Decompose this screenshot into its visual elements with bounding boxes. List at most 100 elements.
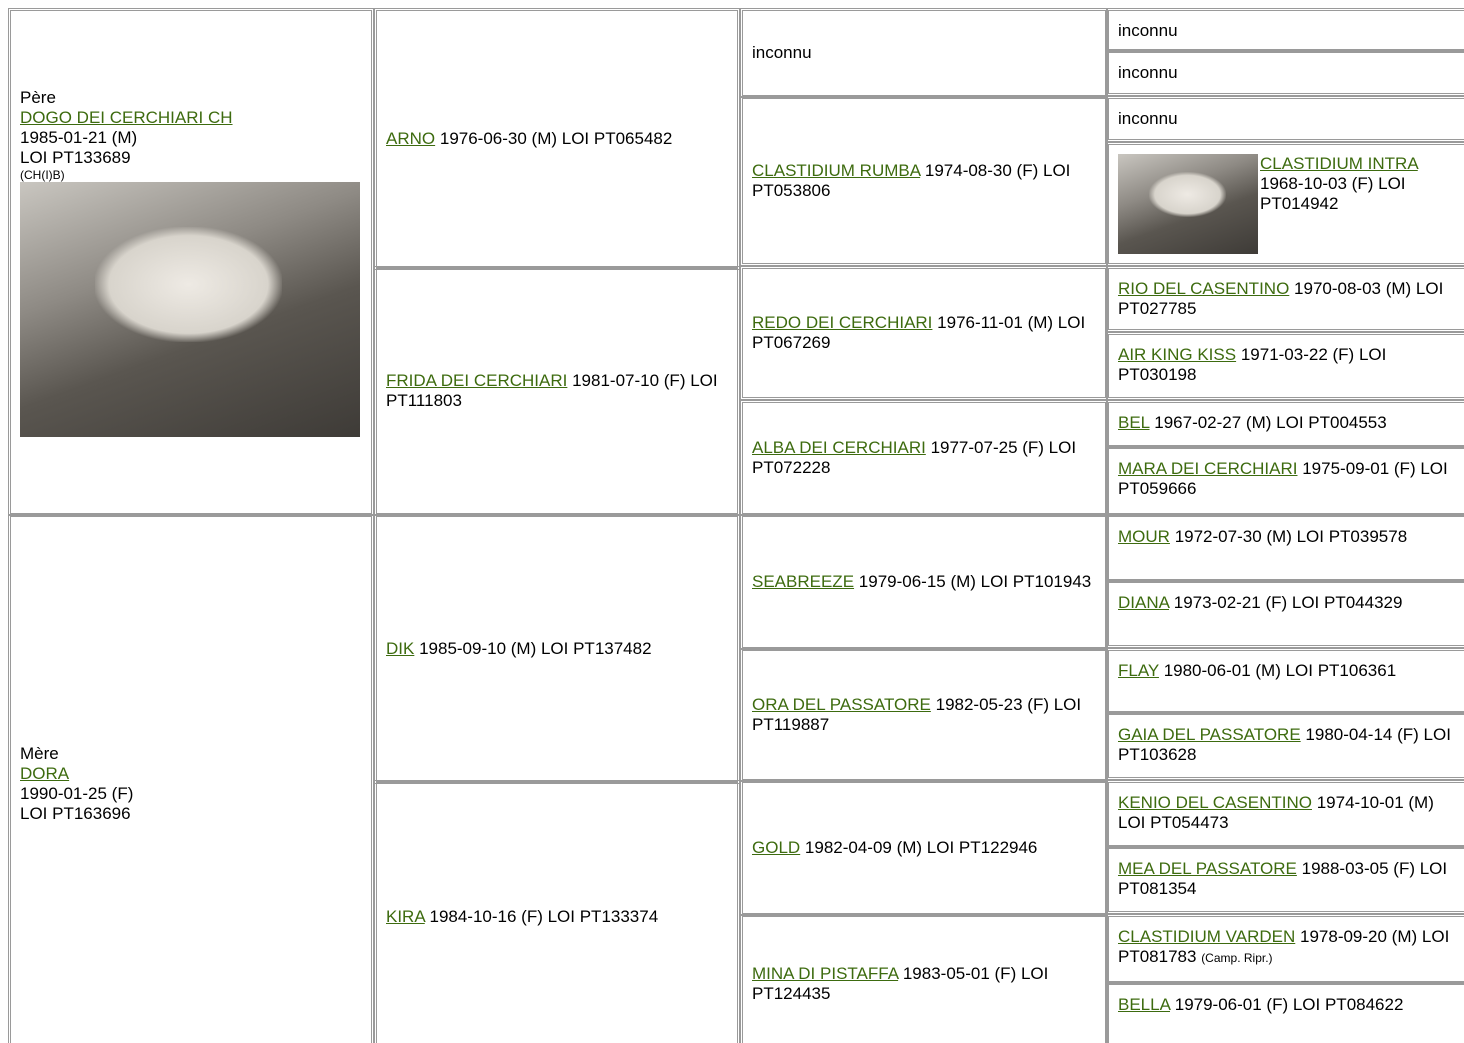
unknown-text: inconnu [1118,63,1178,82]
dog-link[interactable]: AIR KING KISS [1118,345,1237,364]
details: 1976-06-30 (M) LOI PT065482 [439,129,673,148]
details: 1979-06-01 (F) LOI PT084622 [1174,995,1404,1014]
details: 1978-09-20 (M) LOI PT081783 [1118,927,1450,966]
ancestor-info: MOUR 1972-07-30 (M) LOI PT039578 [1118,527,1461,547]
dog-link[interactable]: RIO DEL CASENTINO [1118,279,1290,298]
details: 1984-10-16 (F) LOI PT133374 [429,907,659,926]
dog-link[interactable]: CLASTIDIUM VARDEN [1118,927,1296,946]
dog-link[interactable]: SEABREEZE [752,572,855,591]
dog-link[interactable]: GOLD [752,838,801,857]
ancestor-info: MARA DEI CERCHIARI 1975-09-01 (F) LOI PT… [1118,459,1461,499]
ancestor-info: inconnu [752,43,1097,63]
ancestor-cell: DIK 1985-09-10 (M) LOI PT137482 [374,514,740,784]
dog-link[interactable]: KIRA [386,907,425,926]
dog-link[interactable]: BELLA [1118,995,1170,1014]
dog-link[interactable]: ARNO [386,129,436,148]
dog-link[interactable]: ORA DEL PASSATORE [752,695,931,714]
ancestor-info: inconnu [1118,63,1461,83]
ancestor-info: MEA DEL PASSATORE 1988-03-05 (F) LOI PT0… [1118,859,1461,899]
details: 1975-09-01 (F) LOI PT059666 [1118,459,1448,498]
ancestor-info: RIO DEL CASENTINO 1970-08-03 (M) LOI PT0… [1118,279,1461,319]
dog-link[interactable]: CLASTIDIUM INTRA [1260,154,1418,173]
details: 1981-07-10 (F) LOI PT111803 [386,371,718,410]
birth: 1985-01-21 (M) [20,127,138,147]
dog-link[interactable]: MOUR [1118,527,1170,546]
ancestor-info: CLASTIDIUM RUMBA 1974-08-30 (F) LOI PT05… [752,161,1097,201]
details: 1976-11-01 (M) LOI PT067269 [752,313,1086,352]
titles: (CH(I)B) [20,167,65,182]
ancestor-info: ORA DEL PASSATORE 1982-05-23 (F) LOI PT1… [752,695,1097,735]
details: 1968-10-03 (F) LOI PT014942 [1260,174,1406,213]
details: 1967-02-27 (M) LOI PT004553 [1154,413,1387,432]
ancestor-cell: GOLD 1982-04-09 (M) LOI PT122946 [740,780,1108,916]
parent-label: Père [20,87,56,107]
birth: 1990-01-25 (F) [20,784,134,803]
ancestor-cell: KIRA 1984-10-16 (F) LOI PT133374 [374,780,740,1043]
ancestor-info: BEL 1967-02-27 (M) LOI PT004553 [1118,413,1461,433]
dog-link[interactable]: MEA DEL PASSATORE [1118,859,1297,878]
ancestor-cell: MEA DEL PASSATORE 1988-03-05 (F) LOI PT0… [1106,846,1464,914]
ancestor-cell: ORA DEL PASSATORE 1982-05-23 (F) LOI PT1… [740,648,1108,782]
ancestor-cell: FLAY 1980-06-01 (M) LOI PT106361 [1106,648,1464,714]
dog-link[interactable]: DOGO DEI CERCHIARI CH [20,107,233,127]
ancestor-cell: ARNO 1976-06-30 (M) LOI PT065482 [374,8,740,270]
details: 1982-04-09 (M) LOI PT122946 [804,838,1038,857]
ancestor-info: GAIA DEL PASSATORE 1980-04-14 (F) LOI PT… [1118,725,1461,765]
ancestor-info: DIK 1985-09-10 (M) LOI PT137482 [386,639,729,659]
dog-photo [20,181,360,437]
dog-link[interactable]: MINA DI PISTAFFA [752,964,899,983]
ancestor-info: AIR KING KISS 1971-03-22 (F) LOI PT03019… [1118,345,1461,385]
registration: LOI PT163696 [20,804,131,823]
dog-link[interactable]: BEL [1118,413,1150,432]
ancestor-info: KIRA 1984-10-16 (F) LOI PT133374 [386,907,729,927]
ancestor-cell: inconnu [740,8,1108,98]
ancestor-cell: MOUR 1972-07-30 (M) LOI PT039578 [1106,514,1464,582]
name-line: DORA [20,764,363,784]
dog-link[interactable]: CLASTIDIUM RUMBA [752,161,921,180]
details: 1970-08-03 (M) LOI PT027785 [1118,279,1444,318]
ancestor-info: inconnu [1118,21,1461,41]
ancestor-cell: BEL 1967-02-27 (M) LOI PT004553 [1106,400,1464,448]
ancestor-cell: REDO DEI CERCHIARI 1976-11-01 (M) LOI PT… [740,266,1108,400]
dog-link[interactable]: DIK [386,639,415,658]
parent-label: Mère [20,744,59,763]
dog-link[interactable]: DORA [20,764,70,783]
ancestor-cell: inconnu [1106,8,1464,52]
parent-info: Mère DORA 1990-01-25 (F) LOI PT163696 [20,744,363,824]
dog-link[interactable]: FRIDA DEI CERCHIARI [386,371,568,390]
details: 1979-06-15 (M) LOI PT101943 [858,572,1092,591]
unknown-text: inconnu [1118,21,1178,40]
ancestor-info: ARNO 1976-06-30 (M) LOI PT065482 [386,129,729,149]
ancestor-cell: KENIO DEL CASENTINO 1974-10-01 (M) LOI P… [1106,780,1464,848]
details: 1988-03-05 (F) LOI PT081354 [1118,859,1448,898]
ancestor-cell: inconnu [1106,50,1464,96]
parent-info: Père DOGO DEI CERCHIARI CH 1985-01-21 (M) L… [20,88,363,437]
unknown-text: inconnu [1118,109,1178,128]
ancestor-cell: FRIDA DEI CERCHIARI 1981-07-10 (F) LOI P… [374,266,740,516]
details: 1980-06-01 (M) LOI PT106361 [1163,661,1397,680]
details: 1973-02-21 (F) LOI PT044329 [1173,593,1403,612]
details: 1985-09-10 (M) LOI PT137482 [419,639,652,658]
ancestor-cell: DIANA 1973-02-21 (F) LOI PT044329 [1106,580,1464,648]
dog-link[interactable]: MARA DEI CERCHIARI [1118,459,1298,478]
dog-link[interactable]: GAIA DEL PASSATORE [1118,725,1301,744]
ancestor-info: DIANA 1973-02-21 (F) LOI PT044329 [1118,593,1461,613]
ancestor-cell: AIR KING KISS 1971-03-22 (F) LOI PT03019… [1106,332,1464,400]
dog-link[interactable]: REDO DEI CERCHIARI [752,313,933,332]
ancestor-info: SEABREEZE 1979-06-15 (M) LOI PT101943 [752,572,1097,592]
dog-link[interactable]: FLAY [1118,661,1159,680]
dog-link[interactable]: ALBA DEI CERCHIARI [752,438,926,457]
details: 1974-10-01 (M) LOI PT054473 [1118,793,1434,832]
ancestor-info: REDO DEI CERCHIARI 1976-11-01 (M) LOI PT… [752,313,1097,353]
unknown-text: inconnu [752,43,812,62]
ancestor-info: inconnu [1118,109,1461,129]
ancestor-cell: CLASTIDIUM RUMBA 1974-08-30 (F) LOI PT05… [740,96,1108,266]
dog-link[interactable]: DIANA [1118,593,1170,612]
ancestor-info: CLASTIDIUM VARDEN 1978-09-20 (M) LOI PT0… [1118,927,1461,967]
ancestor-info: BELLA 1979-06-01 (F) LOI PT084622 [1118,995,1461,1015]
name-line: DOGO DEI CERCHIARI CH [20,108,363,128]
details: 1980-04-14 (F) LOI PT103628 [1118,725,1451,764]
ancestor-cell: MINA DI PISTAFFA 1983-05-01 (F) LOI PT12… [740,914,1108,1043]
dog-link[interactable]: KENIO DEL CASENTINO [1118,793,1312,812]
dog-photo [1118,154,1258,254]
